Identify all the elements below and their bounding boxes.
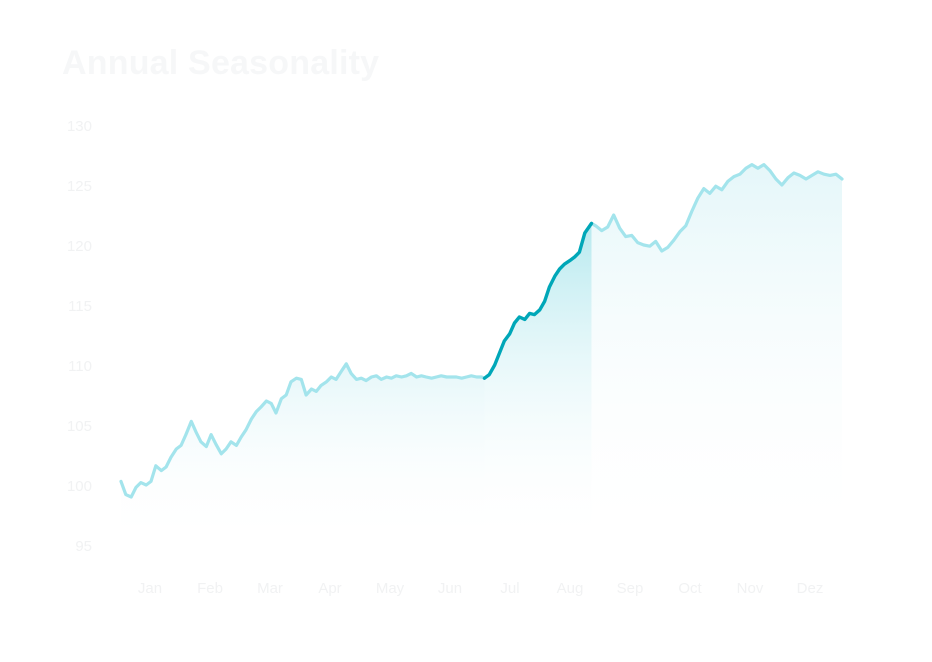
y-tick-label: 120 bbox=[67, 238, 92, 255]
x-tick-label: Sep bbox=[617, 580, 644, 597]
x-tick-label: Jun bbox=[438, 580, 462, 597]
y-tick-label: 110 bbox=[68, 358, 92, 375]
y-tick-label: 100 bbox=[67, 478, 92, 495]
y-tick-label: 125 bbox=[67, 178, 92, 195]
y-tick-label: 115 bbox=[68, 298, 92, 315]
y-tick-label: 105 bbox=[67, 418, 92, 435]
x-tick-label: Feb bbox=[197, 580, 223, 597]
area-highlight bbox=[484, 223, 592, 545]
x-tick-label: Jul bbox=[500, 580, 519, 597]
series-line-after bbox=[589, 163, 844, 253]
area-fills bbox=[121, 164, 842, 545]
y-axis: 130 125 120 115 110 105 100 95 bbox=[67, 118, 92, 555]
series-lines bbox=[119, 163, 844, 499]
x-axis: Jan Feb Mar Apr May Jun Jul Aug Sep Oct Nov Dez bbox=[138, 580, 823, 597]
series-line-before bbox=[119, 362, 487, 499]
x-tick-label: Mar bbox=[257, 580, 283, 597]
area-after-highlight bbox=[591, 164, 842, 545]
y-tick-label: 130 bbox=[67, 118, 92, 135]
x-tick-label: Oct bbox=[678, 580, 702, 597]
x-tick-label: Nov bbox=[737, 580, 764, 597]
chart-title: Annual Seasonality bbox=[62, 44, 380, 82]
area-before-highlight bbox=[121, 363, 485, 545]
y-tick-label: 95 bbox=[75, 538, 92, 555]
x-tick-label: Apr bbox=[318, 580, 341, 597]
x-tick-label: Jan bbox=[138, 580, 162, 597]
x-tick-label: Dez bbox=[797, 580, 824, 597]
x-tick-label: May bbox=[376, 580, 405, 597]
x-tick-label: Aug bbox=[557, 580, 584, 597]
series-line-highlight bbox=[482, 221, 594, 380]
